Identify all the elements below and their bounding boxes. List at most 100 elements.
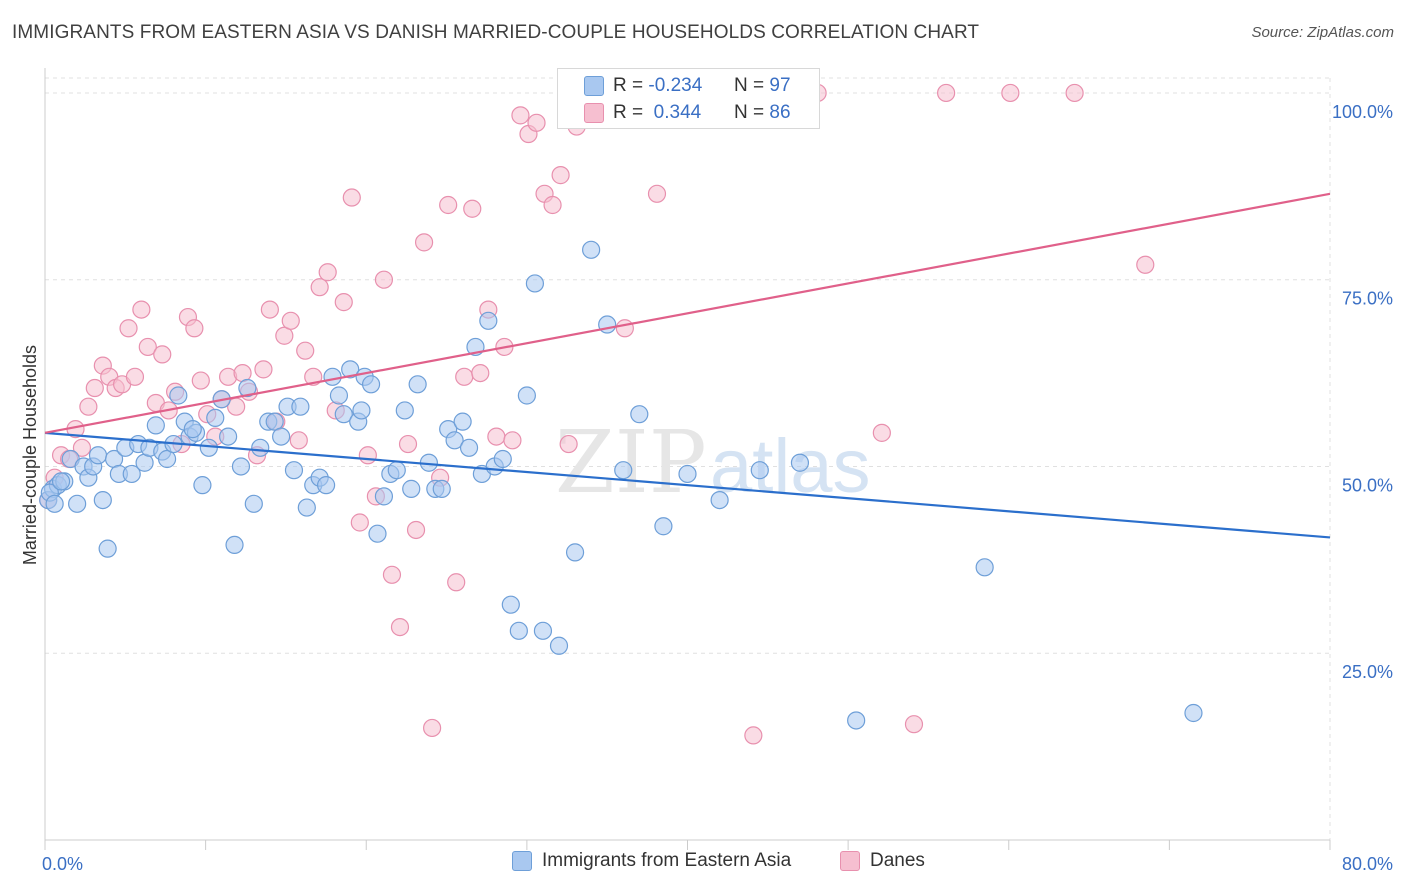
point-danes: [281, 311, 300, 330]
point-danes: [904, 715, 924, 734]
point-eastern-asia: [654, 517, 673, 536]
point-danes: [1065, 83, 1084, 103]
point-eastern-asia: [509, 621, 528, 640]
point-danes: [463, 199, 482, 218]
x-tick-label: 0.0%: [42, 854, 83, 874]
y-axis-label: Married-couple Households: [20, 345, 40, 565]
point-eastern-asia: [316, 476, 336, 495]
point-eastern-asia: [51, 472, 71, 491]
stats-row-blue: R = -0.234 N = 97: [558, 73, 821, 99]
stats-r-value-pink: 0.344: [653, 102, 702, 123]
point-eastern-asia: [525, 274, 545, 293]
point-danes: [551, 166, 570, 185]
point-eastern-asia: [453, 412, 472, 431]
point-danes: [374, 270, 394, 289]
stats-r-value-blue: -0.234: [648, 75, 703, 96]
point-eastern-asia: [408, 375, 427, 394]
stats-n-blue: N = 97: [734, 75, 791, 96]
point-eastern-asia: [238, 378, 257, 398]
point-eastern-asia: [231, 457, 251, 476]
y-tick-label: 25.0%: [1342, 662, 1393, 682]
point-eastern-asia: [284, 461, 304, 480]
point-eastern-asia: [750, 461, 769, 480]
point-danes: [615, 319, 634, 338]
point-danes: [72, 438, 92, 457]
point-danes: [647, 184, 667, 203]
point-eastern-asia: [368, 524, 387, 543]
source-credit: Source: ZipAtlas.com: [1251, 24, 1394, 41]
point-eastern-asia: [493, 449, 512, 469]
stats-legend: R = -0.234 N = 97 R = 0.344 N = 86: [557, 68, 820, 129]
point-danes: [254, 360, 273, 379]
point-eastern-asia: [88, 446, 108, 465]
point-danes: [85, 378, 104, 398]
point-danes: [153, 345, 172, 364]
point-eastern-asia: [341, 360, 360, 379]
point-eastern-asia: [710, 490, 729, 510]
point-danes: [318, 263, 337, 282]
point-eastern-asia: [533, 621, 553, 640]
point-eastern-asia: [975, 558, 994, 577]
point-danes: [471, 363, 490, 383]
point-eastern-asia: [193, 476, 212, 495]
trend-lines: [44, 192, 1331, 539]
legend: Immigrants from Eastern Asia Danes: [0, 850, 1406, 880]
point-danes: [447, 573, 466, 592]
point-danes: [358, 446, 377, 465]
stats-n-value-pink: 86: [769, 102, 791, 123]
point-eastern-asia: [225, 535, 244, 555]
point-eastern-asia: [459, 438, 479, 457]
point-eastern-asia: [329, 386, 349, 405]
point-eastern-asia: [98, 539, 117, 558]
point-danes: [398, 434, 418, 454]
point-eastern-asia: [565, 543, 585, 562]
point-danes: [527, 113, 546, 132]
point-danes: [406, 520, 426, 540]
y-tick-label: 100.0%: [1332, 102, 1393, 122]
point-eastern-asia: [517, 386, 536, 405]
trend-line-eastern-asia: [44, 431, 1331, 539]
point-eastern-asia: [169, 386, 188, 405]
point-danes: [423, 718, 442, 738]
point-danes: [487, 427, 506, 446]
point-eastern-asia: [206, 408, 225, 428]
stats-n-pink: N = 86: [734, 102, 791, 123]
point-danes: [138, 337, 157, 357]
point-eastern-asia: [582, 240, 601, 259]
point-eastern-asia: [395, 401, 414, 420]
legend-swatch-eastern-asia: [512, 851, 532, 871]
point-eastern-asia: [361, 375, 381, 394]
legend-item-danes[interactable]: Danes: [840, 850, 925, 872]
point-eastern-asia: [479, 311, 498, 330]
watermark-atlas: atlas: [710, 424, 871, 509]
point-eastern-asia: [297, 498, 316, 517]
point-eastern-asia: [847, 711, 866, 730]
stats-swatch-blue: [584, 76, 604, 96]
point-danes: [543, 195, 562, 215]
point-danes: [289, 431, 308, 450]
point-danes: [191, 371, 210, 390]
point-danes: [185, 319, 204, 338]
point-danes: [342, 188, 361, 207]
point-danes: [382, 565, 402, 584]
point-eastern-asia: [387, 461, 406, 480]
point-danes: [503, 431, 522, 450]
point-eastern-asia: [402, 479, 421, 498]
stats-n-value-blue: 97: [769, 75, 791, 96]
point-eastern-asia: [45, 494, 64, 513]
y-tick-label: 50.0%: [1342, 475, 1393, 495]
point-danes: [310, 278, 329, 297]
point-eastern-asia: [501, 595, 520, 614]
stats-r-pink: R = 0.344: [613, 102, 702, 123]
point-danes: [132, 300, 151, 319]
point-eastern-asia: [445, 431, 464, 450]
point-eastern-asia: [614, 461, 633, 480]
point-eastern-asia: [323, 367, 342, 386]
legend-item-eastern-asia[interactable]: Immigrants from Eastern Asia: [512, 850, 791, 872]
point-eastern-asia: [374, 487, 394, 506]
point-danes: [350, 513, 369, 532]
point-danes: [455, 367, 474, 386]
point-eastern-asia: [122, 464, 141, 484]
point-eastern-asia: [630, 405, 649, 424]
